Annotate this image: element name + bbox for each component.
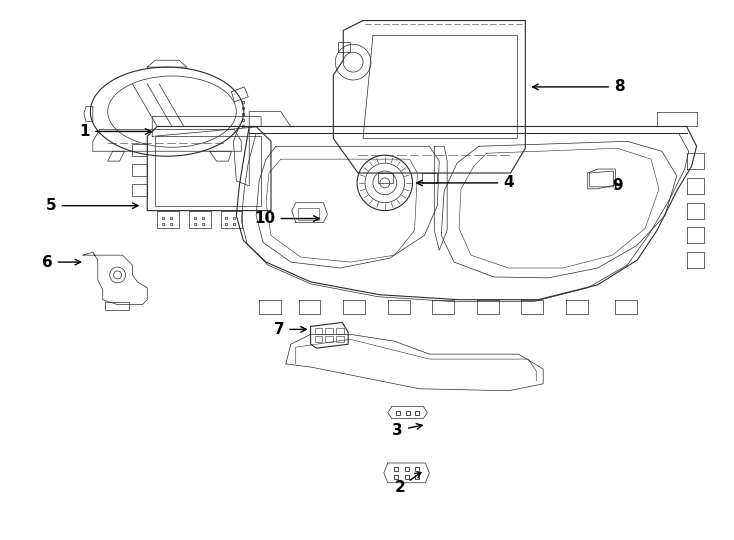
Bar (105, 302, 129, 309)
Text: 5: 5 (46, 198, 138, 213)
Bar (132, 184, 148, 196)
Text: 3: 3 (393, 423, 422, 438)
Bar (155, 137, 261, 206)
Bar (325, 328, 333, 334)
Bar (315, 328, 322, 334)
Text: 2: 2 (394, 472, 421, 495)
Text: 1: 1 (80, 124, 151, 139)
Text: 10: 10 (255, 211, 319, 226)
Bar (132, 164, 148, 176)
Text: 7: 7 (274, 322, 306, 337)
Bar (336, 328, 344, 334)
Bar (315, 336, 322, 342)
Text: 6: 6 (42, 254, 81, 269)
Bar (298, 208, 319, 220)
Bar (336, 336, 344, 342)
Bar (338, 42, 350, 52)
Bar (157, 211, 179, 228)
Bar (220, 211, 242, 228)
Bar (132, 144, 148, 156)
Text: 8: 8 (533, 79, 625, 94)
Bar (325, 336, 333, 342)
Text: 9: 9 (612, 178, 622, 193)
Bar (189, 211, 211, 228)
Text: 4: 4 (417, 176, 514, 191)
